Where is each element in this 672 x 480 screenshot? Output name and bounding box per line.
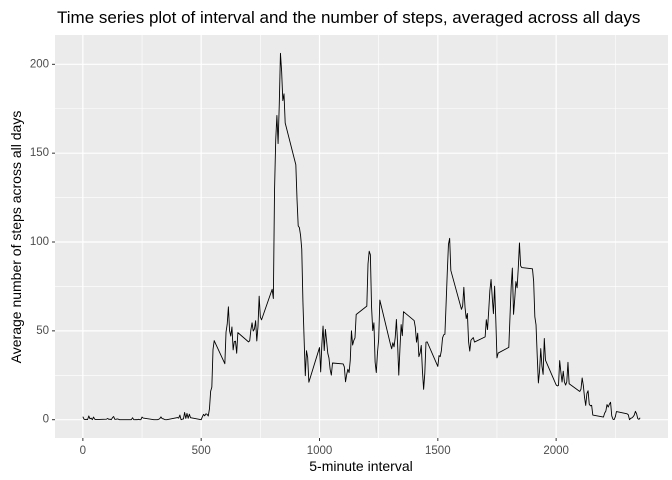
y-tick-label: 0: [43, 414, 49, 426]
y-tick-label: 150: [30, 147, 49, 159]
x-tick-label: 0: [80, 445, 86, 457]
x-tick-label: 500: [192, 445, 211, 457]
x-tick-label: 1500: [425, 445, 451, 457]
panel: [55, 35, 668, 438]
x-axis-title: 5-minute interval: [309, 458, 413, 474]
x-tick-label: 1000: [307, 445, 333, 457]
y-tick-label: 200: [30, 58, 49, 70]
y-tick-label: 50: [36, 325, 49, 337]
x-tick-label: 2000: [543, 445, 569, 457]
y-tick-label: 100: [30, 236, 49, 248]
chart-title: Time series plot of interval and the num…: [57, 8, 640, 27]
y-axis-title: Average number of steps across all days: [8, 111, 24, 364]
data-line: [82, 52, 641, 421]
marks: [82, 52, 641, 421]
